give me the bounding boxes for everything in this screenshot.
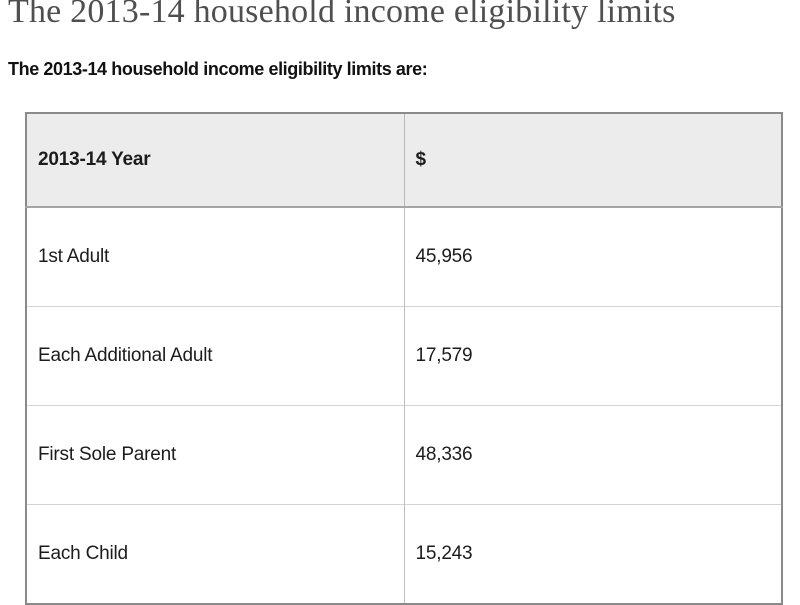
page-title: The 2013-14 household income eligibility… — [8, 0, 676, 30]
column-header-year: 2013-14 Year — [25, 113, 404, 209]
row-label: 1st Adult — [25, 206, 404, 307]
row-label: First Sole Parent — [25, 405, 404, 505]
column-header-dollars: $ — [403, 113, 782, 209]
table-row: First Sole Parent 48,336 — [25, 405, 782, 505]
row-label: Each Child — [25, 504, 404, 605]
table-row: Each Child 15,243 — [25, 504, 782, 605]
row-value: 17,579 — [403, 306, 782, 406]
table-body: 1st Adult 45,956 Each Additional Adult 1… — [25, 206, 782, 605]
row-value: 15,243 — [403, 504, 782, 605]
table-header-row: 2013-14 Year $ — [25, 113, 782, 209]
income-limits-table: 2013-14 Year $ 1st Adult 45,956 Each Add… — [25, 112, 783, 605]
row-label: Each Additional Adult — [25, 306, 404, 406]
table-header: 2013-14 Year $ — [25, 113, 782, 209]
row-value: 48,336 — [403, 405, 782, 505]
page-subtitle: The 2013-14 household income eligibility… — [8, 59, 428, 80]
row-value: 45,956 — [403, 206, 782, 307]
table-row: 1st Adult 45,956 — [25, 206, 782, 307]
table-row: Each Additional Adult 17,579 — [25, 306, 782, 406]
